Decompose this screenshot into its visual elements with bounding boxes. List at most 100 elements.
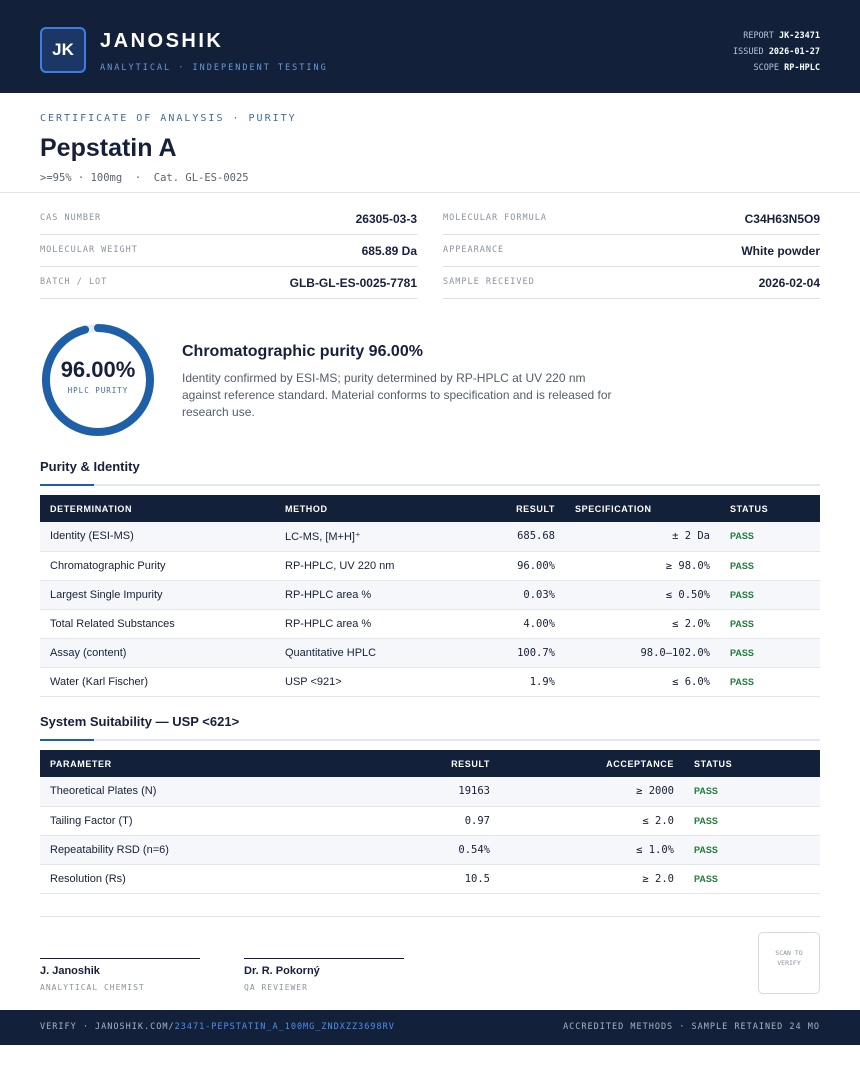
info-label: MOLECULAR WEIGHT xyxy=(40,245,138,255)
logo: JK xyxy=(40,27,86,73)
cell: PASS xyxy=(684,864,820,894)
column-header: STATUS xyxy=(720,495,820,522)
section-rule xyxy=(40,739,820,741)
info-label: APPEARANCE xyxy=(443,245,505,255)
cell: PASS xyxy=(720,580,820,610)
brand: JANOSHIK xyxy=(100,30,224,52)
info-value: 26305-03-3 xyxy=(355,212,417,226)
cell: Tailing Factor (T) xyxy=(40,806,300,836)
info-row: MOLECULAR FORMULA C34H63N5O9 xyxy=(443,203,820,235)
cell: RP-HPLC area % xyxy=(275,609,465,639)
purity-gauge: 96.00% HPLC PURITY xyxy=(42,324,154,436)
header-row: DETERMINATION METHOD RESULT SPECIFICATION ST… xyxy=(40,495,820,522)
divider xyxy=(0,192,860,193)
cell: ≥ 2.0 xyxy=(500,864,684,894)
cell: Total Related Substances xyxy=(40,609,275,639)
table-row: Total Related Substances RP-HPLC area % 4.… xyxy=(40,609,820,639)
cell: Assay (content) xyxy=(40,638,275,668)
cell: PASS xyxy=(684,835,820,865)
info-value: GLB-GL-ES-0025-7781 xyxy=(289,276,417,290)
section-title: System Suitability — USP <621> xyxy=(40,714,240,729)
table-row: Chromatographic Purity RP-HPLC, UV 220 nm… xyxy=(40,551,820,581)
column-header: RESULT xyxy=(465,495,565,522)
cell: 100.7% xyxy=(465,638,565,668)
cell: Quantitative HPLC xyxy=(275,638,465,668)
meta-row: REPORT JK-23471 xyxy=(733,28,820,44)
column-header: PARAMETER xyxy=(40,750,300,777)
cell: ≤ 6.0% xyxy=(565,667,720,697)
eyebrow: CERTIFICATE OF ANALYSIS · PURITY xyxy=(40,113,297,124)
cell: LC-MS, [M+H]⁺ xyxy=(275,522,465,552)
meta-row: SCOPE RP-HPLC xyxy=(733,60,820,76)
meta-value: RP-HPLC xyxy=(784,63,820,73)
header: JK JANOSHIK ANALYTICAL · INDEPENDENT TES… xyxy=(0,0,860,93)
table-row: Identity (ESI-MS) LC-MS, [M+H]⁺ 685.68 ± 2 … xyxy=(40,522,820,552)
suitability-table: PARAMETER RESULT ACCEPTANCE STATUS Theoretic… xyxy=(40,750,820,894)
cell: Repeatability RSD (n=6) xyxy=(40,835,300,865)
cell: PASS xyxy=(684,806,820,836)
footer-note: ACCREDITED METHODS · SAMPLE RETAINED 24 … xyxy=(563,1022,820,1032)
meta-label: ISSUED xyxy=(732,47,764,57)
cell: 96.00% xyxy=(465,551,565,581)
verify-link[interactable]: 23471-PEPSTATIN_A_100MG_ZNDXZZ3698RV xyxy=(174,1022,395,1032)
cell: 19163 xyxy=(300,777,500,807)
info-label: CAS NUMBER xyxy=(40,213,102,223)
cell: Theoretical Plates (N) xyxy=(40,777,300,807)
cell: 0.97 xyxy=(300,806,500,836)
product-subline: >=95% · 100mg · Cat. GL-ES-0025 xyxy=(40,172,249,184)
meta-value: JK-23471 xyxy=(779,31,820,41)
column-header: ACCEPTANCE xyxy=(500,750,684,777)
cell: Water (Karl Fischer) xyxy=(40,667,275,697)
info-value: 685.89 Da xyxy=(361,244,417,258)
signer-name: Dr. R. Pokorný xyxy=(244,965,320,977)
table-row: Assay (content) Quantitative HPLC 100.7% 98… xyxy=(40,638,820,668)
info-row: BATCH / LOT GLB-GL-ES-0025-7781 xyxy=(40,267,417,299)
summary-heading: Chromatographic purity 96.00% xyxy=(182,343,423,360)
cell: 0.03% xyxy=(465,580,565,610)
cell: Resolution (Rs) xyxy=(40,864,300,894)
table-row: Theoretical Plates (N) 19163 ≥ 2000 PASS xyxy=(40,777,820,807)
table-row: Water (Karl Fischer) USP <921> 1.9% ≤ 6.0% P… xyxy=(40,667,820,697)
gauge-caption: HPLC PURITY xyxy=(68,386,129,395)
column-header: RESULT xyxy=(300,750,500,777)
table-row: Resolution (Rs) 10.5 ≥ 2.0 PASS xyxy=(40,864,820,894)
cell: RP-HPLC area % xyxy=(275,580,465,610)
signer-role: QA REVIEWER xyxy=(244,983,308,992)
signature: Dr. R. Pokorný QA REVIEWER xyxy=(244,958,404,992)
table-row: Tailing Factor (T) 0.97 ≤ 2.0 PASS xyxy=(40,806,820,836)
meta-label: REPORT xyxy=(743,31,774,41)
cell: Largest Single Impurity xyxy=(40,580,275,610)
verify-text: VERIFY · JANOSHIK.COM/23471-PEPSTATIN_A_… xyxy=(40,1022,395,1032)
info-value: 2026-02-04 xyxy=(758,276,820,290)
cell: PASS xyxy=(720,667,820,697)
cell: PASS xyxy=(720,609,820,639)
column-header: SPECIFICATION xyxy=(565,495,720,522)
product-name: Pepstatin A xyxy=(40,134,177,162)
gauge-arc xyxy=(42,324,154,436)
column-header: STATUS xyxy=(684,750,820,777)
section-title: Purity & Identity xyxy=(40,459,140,474)
cell: RP-HPLC, UV 220 nm xyxy=(275,551,465,581)
cell: ≥ 2000 xyxy=(500,777,684,807)
info-row: CAS NUMBER 26305-03-3 xyxy=(40,203,417,235)
footer: VERIFY · JANOSHIK.COM/23471-PEPSTATIN_A_… xyxy=(0,1010,860,1045)
cell: ≤ 2.0 xyxy=(500,806,684,836)
meta-row: ISSUED 2026-01-27 xyxy=(733,44,820,60)
meta-value: 2026-01-27 xyxy=(768,47,820,57)
cell: 685.68 xyxy=(465,522,565,552)
info-label: MOLECULAR FORMULA xyxy=(443,213,547,223)
cell: PASS xyxy=(720,638,820,668)
cell: PASS xyxy=(720,551,820,581)
cell: USP <921> xyxy=(275,667,465,697)
qr-placeholder: SCAN TO VERIFY xyxy=(758,932,820,994)
table-row: Largest Single Impurity RP-HPLC area % 0.0… xyxy=(40,580,820,610)
cell: ≥ 98.0% xyxy=(565,551,720,581)
cell: Identity (ESI-MS) xyxy=(40,522,275,552)
info-label: SAMPLE RECEIVED xyxy=(443,277,535,287)
info-value: C34H63N5O9 xyxy=(744,212,820,226)
gauge-label: 96.00% xyxy=(61,357,136,382)
column-header: DETERMINATION xyxy=(40,495,275,522)
cell: 1.9% xyxy=(465,667,565,697)
